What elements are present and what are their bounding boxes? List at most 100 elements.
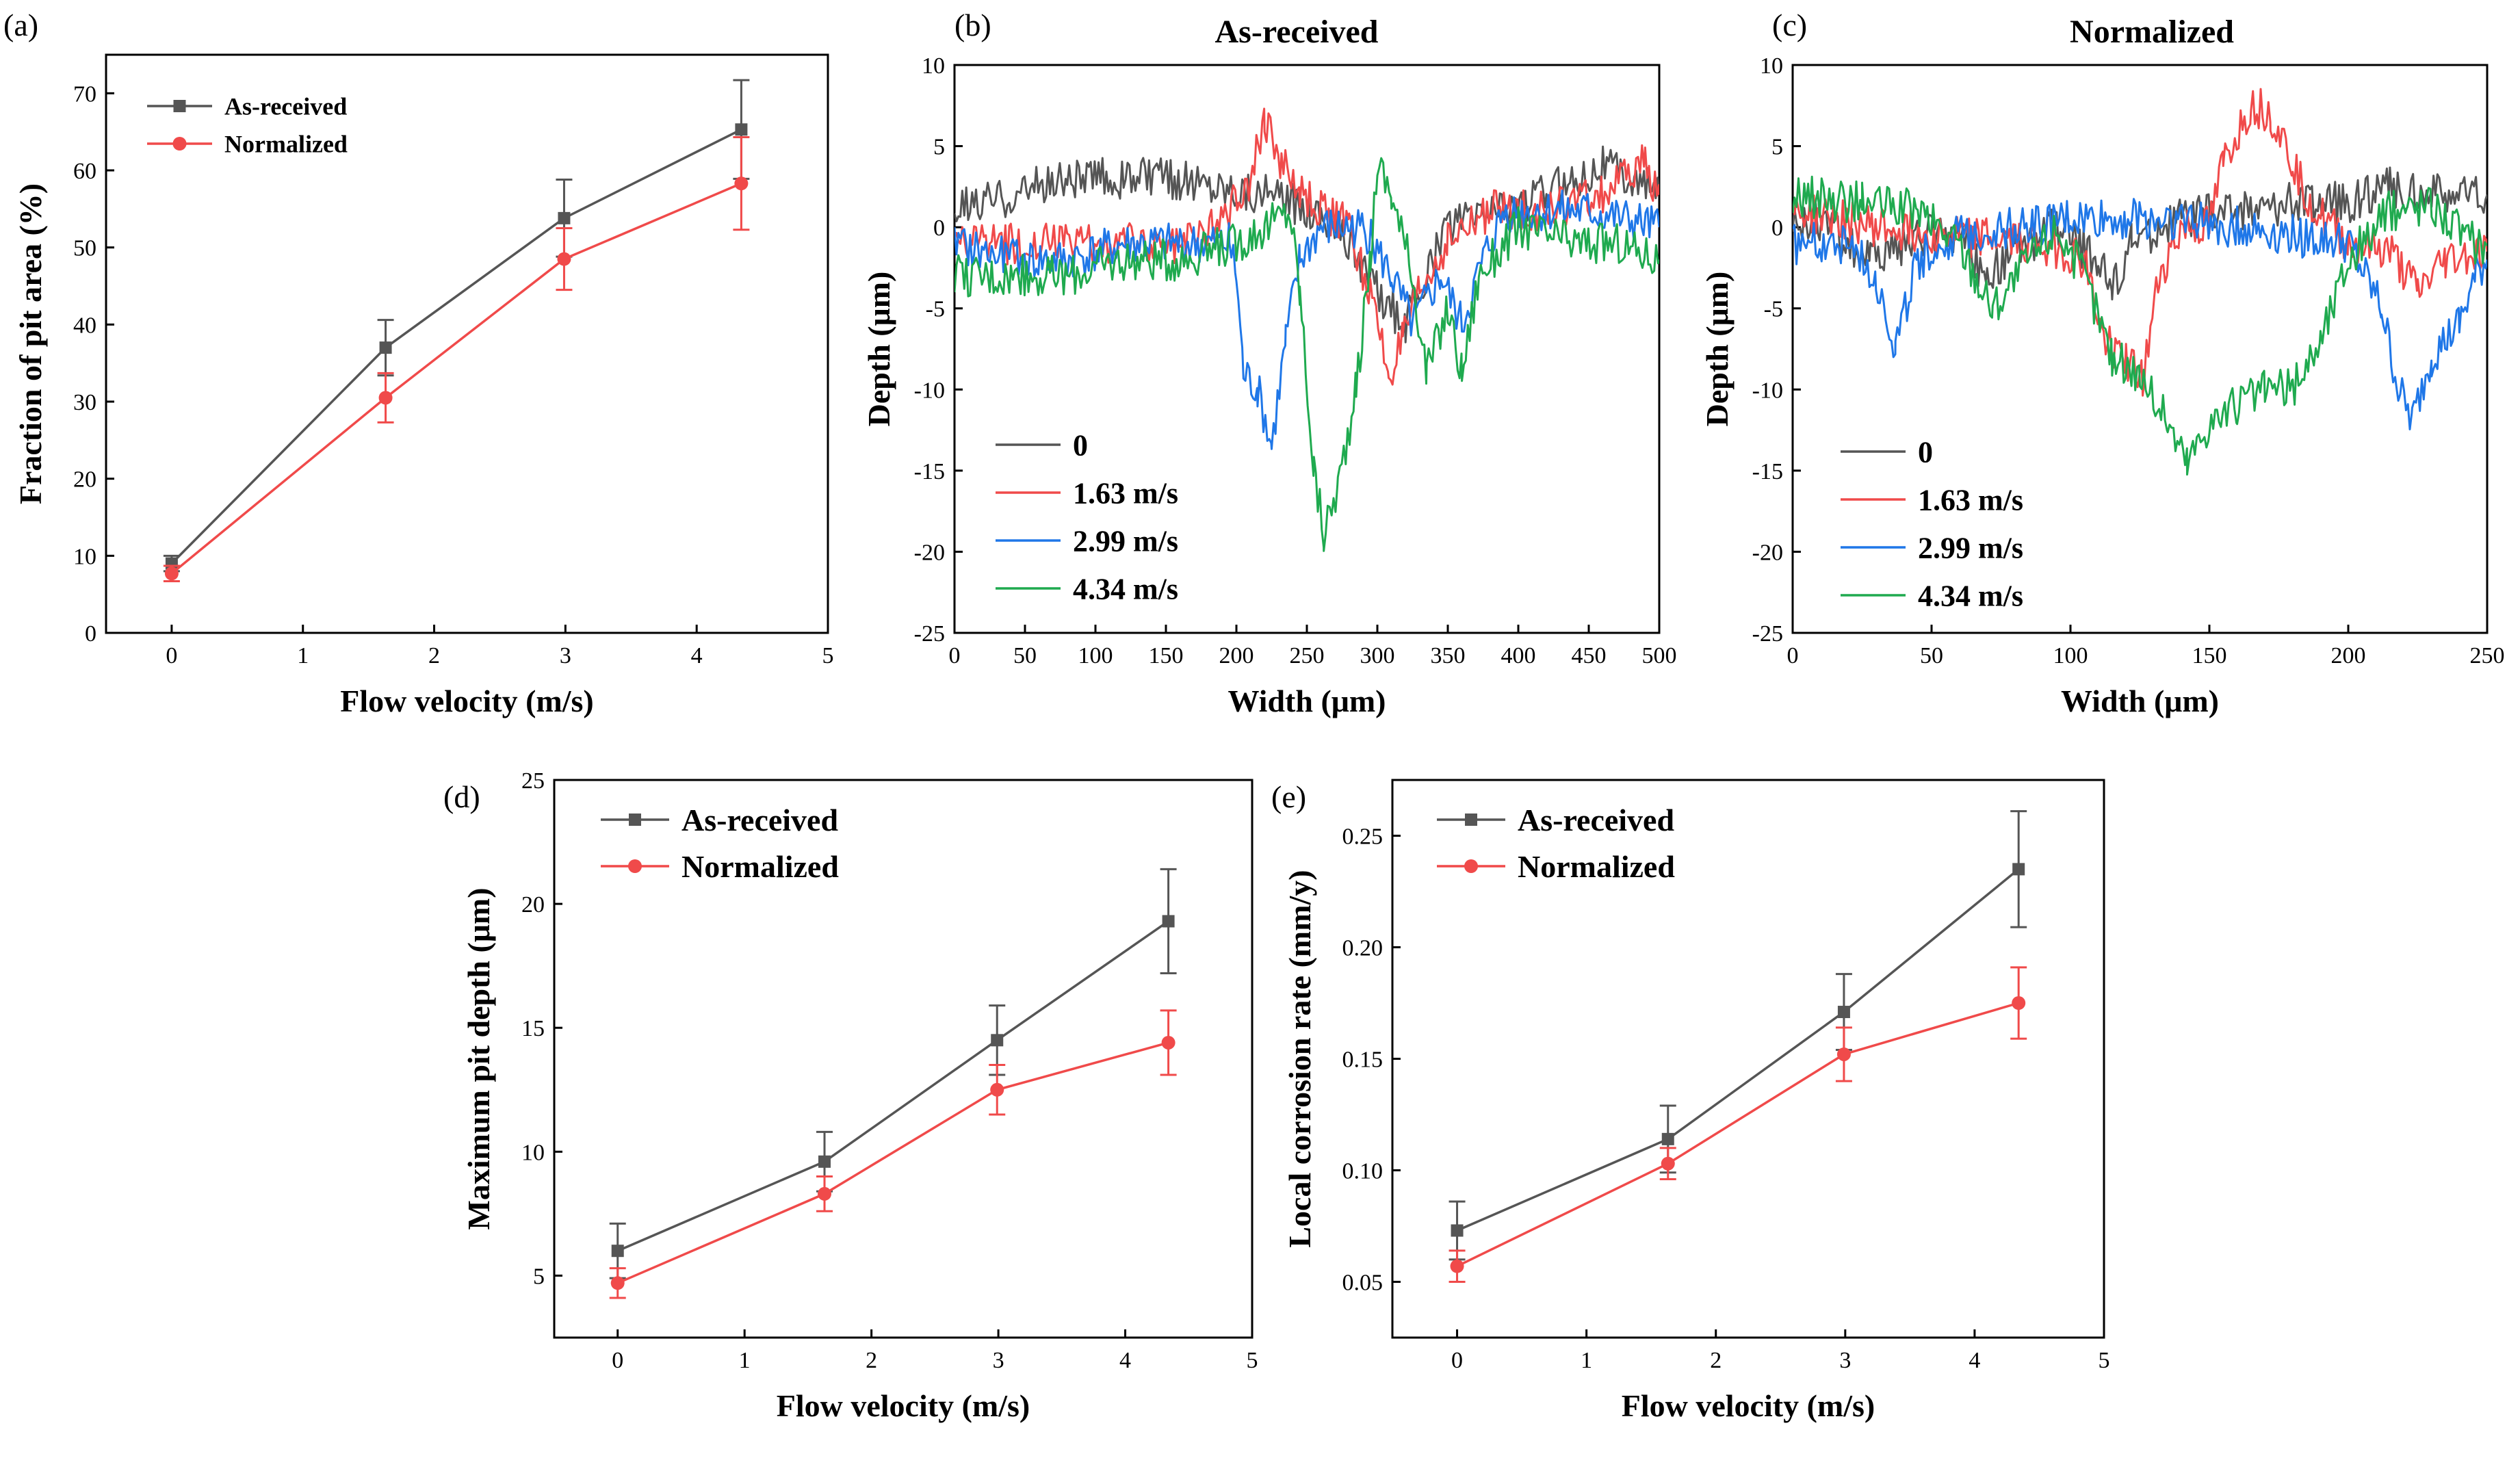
x-axis-label: Flow velocity (m/s) [340,684,593,718]
y-tick-label: -10 [914,378,945,403]
legend-item: 4.34 m/s [996,572,1178,606]
x-tick-label: 0 [1451,1348,1463,1373]
x-tick-label: 100 [1078,643,1113,668]
legend-marker-circle [172,137,187,151]
legend-item: 2.99 m/s [1841,531,2023,564]
legend-label: 4.34 m/s [1918,579,2023,612]
x-tick-label: 150 [1149,643,1184,668]
chart-title: As-received [1214,14,1378,50]
legend-item: As-received [147,93,347,120]
x-tick-label: 350 [1431,643,1466,668]
x-tick-label: 50 [1013,643,1037,668]
y-tick-label: 10 [521,1140,545,1165]
x-axis-label: Width (μm) [2061,684,2219,718]
legend-item: Normalized [1437,849,1675,884]
profile-line [1793,166,2487,301]
y-tick-label: 0.20 [1342,936,1384,961]
legend-item: 0 [1841,435,1933,469]
y-tick-label: 20 [73,467,96,493]
y-tick-label: -10 [1752,378,1783,403]
series-normalized [609,1009,1177,1299]
data-layer [954,107,1659,552]
panel-letter: (d) [443,779,480,814]
legend-label: As-received [1518,803,1674,837]
y-tick-label: -25 [1752,621,1783,647]
x-tick-label: 4 [1969,1348,1980,1373]
legend: 0 1.63 m/s 2.99 m/s 4.34 m/s [996,428,1178,606]
data-point-square [611,1245,624,1258]
x-axis-label: Flow velocity (m/s) [777,1388,1030,1423]
data-point-circle [818,1186,832,1201]
series-4-34-m-s [1793,175,2487,476]
y-tick-label: 60 [73,159,96,184]
series-line [617,920,1169,1252]
y-tick-label: 70 [73,81,96,107]
series-0 [954,145,1659,343]
panel-d: (d) 0 1 2 3 4 5 5 10 15 20 25 Flow velocity (m/s) Max… [443,768,1258,1423]
plot-frame [1391,779,2105,1339]
x-tick-label: 4 [691,643,703,668]
series-line [170,182,742,575]
data-point-square [379,341,392,354]
data-point-circle [2012,996,2026,1010]
data-point-square [1837,1006,1850,1019]
data-point-circle [610,1276,625,1290]
series-as-received [163,79,750,573]
data-point-circle [1661,1156,1675,1171]
legend-item: 2.99 m/s [996,524,1178,558]
y-tick-label: -15 [1752,459,1783,484]
profile-line [954,157,1659,552]
x-tick-label: 5 [2099,1348,2110,1373]
x-tick-label: 150 [2192,643,2227,668]
legend-label: 2.99 m/s [1918,531,2023,564]
profile-line [1793,198,2487,430]
panel-letter: (c) [1772,8,1807,42]
chart-title: Normalized [2070,14,2234,50]
legend-label: 0 [1073,428,1088,462]
x-tick-label: 5 [822,643,834,668]
x-tick-label: 250 [1290,643,1325,668]
plot-frame [953,64,1661,634]
data-point-square [735,123,748,136]
x-tick-label: 1 [1581,1348,1592,1373]
y-tick-label: 15 [521,1016,545,1041]
x-tick-label: 200 [1219,643,1254,668]
data-point-square [1162,915,1175,928]
series-0 [1793,166,2487,301]
x-tick-label: 4 [1119,1348,1131,1373]
x-tick-label: 0 [612,1348,623,1373]
legend-item: As-received [1437,803,1674,837]
legend-label: 1.63 m/s [1918,483,2023,517]
legend-label: 1.63 m/s [1073,476,1178,510]
y-tick-label: 0.05 [1342,1271,1384,1296]
legend-item: As-received [601,803,838,837]
data-point-circle [1450,1259,1464,1273]
series-4-34-m-s [954,157,1659,552]
legend-item: 1.63 m/s [996,476,1178,510]
data-layer [1449,810,2027,1283]
legend: 0 1.63 m/s 2.99 m/s 4.34 m/s [1841,435,2023,612]
profile-line [954,145,1659,343]
series-line [170,128,742,564]
legend-item: Normalized [147,131,348,158]
legend-item: 4.34 m/s [1841,579,2023,612]
panel-letter: (e) [1271,779,1306,814]
legend-item: Normalized [601,849,839,884]
y-tick-label: 0 [85,621,96,647]
legend-marker-circle [628,859,642,873]
y-tick-label: -20 [914,540,945,565]
x-tick-label: 500 [1642,643,1677,668]
x-tick-label: 0 [1787,643,1799,668]
x-tick-label: 2 [1710,1348,1722,1373]
data-point-circle [164,567,179,581]
data-point-circle [557,252,571,266]
y-axis-label: Fraction of pit area (%) [13,183,48,504]
profile-line [1793,175,2487,476]
x-tick-label: 3 [993,1348,1004,1373]
panel-letter: (b) [954,8,991,42]
x-tick-label: 450 [1572,643,1607,668]
data-layer [609,868,1177,1299]
legend-label: 0 [1918,435,1933,469]
